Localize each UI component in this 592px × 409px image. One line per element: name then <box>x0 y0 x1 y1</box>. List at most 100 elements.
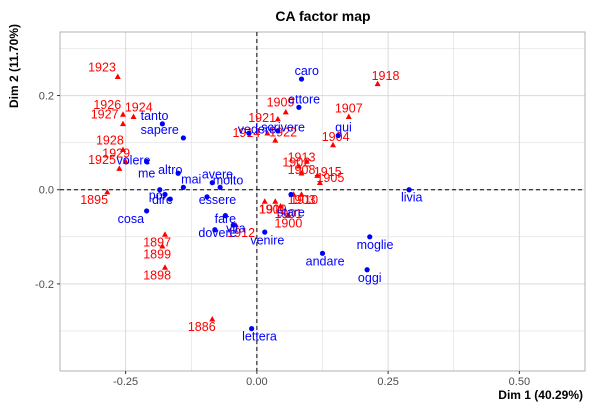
row-point-label: 1902 <box>282 155 310 169</box>
column-point-marker <box>288 191 294 198</box>
column-point-marker <box>144 158 150 165</box>
y-tick-label: 0.0 <box>39 185 54 197</box>
row-point-label: 1924 <box>125 100 153 114</box>
row-point-marker <box>162 231 168 237</box>
column-point-label: poi <box>149 188 166 202</box>
column-point-label: venire <box>250 234 284 248</box>
row-point-label: 1923 <box>88 60 116 74</box>
row-point-label: 1915 <box>314 165 342 179</box>
column-point-marker <box>230 222 236 228</box>
row-point-label: 1907 <box>335 102 363 116</box>
axis-ticks: -0.25 0.00 0.25 0.50 -0.2 0.0 0.2 <box>35 91 530 388</box>
row-point-marker <box>274 115 281 122</box>
row-point-marker <box>114 73 121 80</box>
column-point-marker <box>157 187 163 193</box>
panel-border <box>59 31 586 372</box>
column-point-label: sapere <box>141 123 179 137</box>
column-point-marker <box>364 267 370 273</box>
x-axis-title: Dim 1 (40.29%) <box>498 388 583 402</box>
row-point-marker <box>116 165 123 171</box>
row-point-marker <box>272 198 279 204</box>
row-point-label: 1895 <box>80 193 108 207</box>
column-point-marker <box>367 234 373 240</box>
column-point-marker <box>159 121 165 127</box>
column-point-marker <box>175 170 181 176</box>
row-point-label: 1926 <box>93 98 121 112</box>
row-point-label: 1914 <box>232 126 260 140</box>
row-point-marker <box>303 158 310 164</box>
column-point-marker <box>298 76 305 82</box>
column-point-marker <box>246 130 252 136</box>
column-point-marker <box>180 184 186 190</box>
row-point-marker <box>261 198 268 204</box>
y-axis-title: Dim 2 (11.70%) <box>7 24 21 108</box>
x-tick-label: -0.25 <box>113 376 138 388</box>
column-point-label: qui <box>335 121 352 135</box>
column-point-marker <box>222 213 228 219</box>
row-point-marker <box>272 137 279 143</box>
row-point-label: 1928 <box>96 133 124 147</box>
column-point-marker <box>162 191 168 198</box>
column-point-label: dire <box>152 193 173 207</box>
row-point-marker <box>159 243 166 249</box>
row-point-label: 1918 <box>372 69 400 83</box>
column-point-label: cosa <box>118 212 144 226</box>
row-point-label: 1913 <box>288 151 316 165</box>
row-point-marker <box>295 162 302 169</box>
row-point-marker <box>285 212 292 218</box>
column-point-marker <box>335 132 341 139</box>
y-tick-label: -0.2 <box>35 279 54 291</box>
column-point-marker <box>217 184 223 190</box>
row-point-marker <box>298 170 305 176</box>
row-point-label: 1927 <box>91 107 119 121</box>
column-point-label: livia <box>401 191 423 205</box>
column-point-marker <box>204 194 210 200</box>
column-point-label: vita <box>226 221 246 235</box>
row-point-marker <box>120 111 126 117</box>
column-point-label: fare <box>215 212 237 226</box>
column-point-label: moglie <box>357 238 394 252</box>
row-point-marker <box>120 120 126 127</box>
row-point-marker <box>122 158 129 164</box>
row-point-label: 1929 <box>102 146 130 160</box>
column-point-label: ettore <box>288 92 320 106</box>
plot-panel <box>59 31 586 372</box>
row-point-label: 1912 <box>227 226 255 240</box>
column-point-label: stare <box>277 205 305 219</box>
x-tick-label: 0.00 <box>246 376 267 388</box>
column-point-label: scrivere <box>261 121 305 135</box>
row-point-label: 1925 <box>88 153 116 167</box>
row-point-marker <box>345 113 352 120</box>
row-point-marker <box>120 146 126 153</box>
column-point-marker <box>212 227 218 233</box>
row-point-marker <box>104 188 111 195</box>
column-point-label: vedere <box>238 122 276 136</box>
column-point-label: dovere <box>198 226 236 240</box>
chart-title: CA factor map <box>275 8 370 24</box>
y-tick-label: 0.2 <box>39 91 54 103</box>
column-point-marker <box>167 196 173 202</box>
column-point-label: volere <box>116 154 150 168</box>
column-point-label: tanto <box>141 109 169 123</box>
row-point-label: 1910 <box>290 193 318 207</box>
row-point-label: 1909 <box>267 96 295 110</box>
column-point-marker <box>296 104 302 110</box>
column-point-label: me <box>138 166 155 180</box>
row-point-label: 1886 <box>188 320 216 334</box>
row-point-marker <box>298 191 305 197</box>
column-point-marker <box>144 208 150 214</box>
row-point-marker <box>130 113 137 120</box>
row-point-label: 1904 <box>322 130 350 144</box>
row-point-label: 1898 <box>143 268 171 282</box>
column-point-marker <box>249 326 255 332</box>
column-point-label: lettera <box>242 330 277 344</box>
row-point-marker <box>209 316 216 322</box>
row-point-label: 1899 <box>143 248 171 262</box>
row-point-label: 1905 <box>316 171 344 185</box>
column-point-label: altro <box>158 163 182 177</box>
row-point-label: 1897 <box>143 235 171 249</box>
column-point-label: avere <box>202 168 233 182</box>
column-point-marker <box>262 229 268 235</box>
row-point-marker <box>264 130 271 136</box>
